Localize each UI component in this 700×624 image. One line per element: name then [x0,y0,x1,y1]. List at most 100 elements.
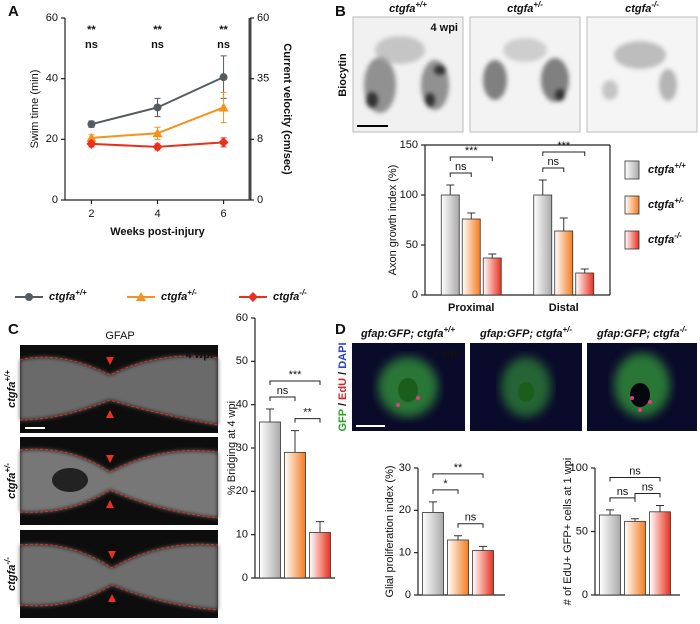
y-tick-label: 40 [236,399,248,411]
legend-symbol [248,292,258,302]
bar [649,511,671,596]
sig-label: ** [454,462,463,474]
x-axis-label: Weeks post-injury [110,226,205,238]
gfap-images [19,345,219,618]
y-tick-label: 60 [236,312,248,324]
bar [575,272,595,296]
y-tick-label: 0 [582,589,588,601]
y-tick-label: 100 [570,462,588,474]
y-tick-label: 50 [576,525,588,537]
marker [87,120,96,129]
marker [153,103,162,112]
biocytin-images [352,16,698,133]
annotation: ** [219,24,228,36]
sig-label: *** [289,369,303,381]
row-label: ctgfa+/- [3,463,18,499]
y2-tick-label: 60 [257,12,269,24]
marker [219,73,228,82]
bar [461,218,481,296]
bar [284,451,306,579]
image-label: ctgfa+/+ [389,0,427,15]
y-tick-label: 40 [46,73,58,85]
y-tick-label: 150 [400,139,418,151]
panel-letter: D [335,321,346,338]
sig-label: ns [617,486,629,498]
error-bar [479,545,487,551]
error-bar [559,217,568,231]
legend-marker [25,293,33,301]
sig-bracket [294,418,321,423]
image-title: gfap:GFP; ctgfa+/- [479,325,572,340]
legend-marker [248,292,258,302]
legend-symbol [136,292,146,301]
stain-label: Biocytin [337,53,349,97]
marker [218,137,229,148]
annotation: ns [217,39,230,51]
annotation: ** [153,24,162,36]
channel: / [337,369,349,378]
error-bar [656,504,664,512]
sig-label: ns [629,465,641,477]
legend-label: ctgfa-/- [648,231,682,246]
legend-label: ctgfa+/+ [49,288,87,303]
channel: GFP [337,409,349,431]
sig-bracket [449,172,472,177]
y-tick-label: 10 [399,547,411,559]
x-tick-label: 4 [154,208,160,220]
sig-label: ns [277,385,289,397]
error-bar [291,430,299,453]
error-bar [446,184,455,195]
error-bar [429,501,437,513]
y2-tick-label: 8 [257,133,263,145]
y-tick-label: 60 [46,12,58,24]
sig-label: ns [547,156,559,168]
error-bar [606,509,614,515]
error-bar [316,521,324,533]
y2-axis-label: Current velocity (cm/sec) [281,43,293,175]
image [586,16,698,133]
bar [554,230,574,296]
x-tick-label: Proximal [448,302,494,314]
error-bar [488,253,497,258]
annotation: ns [151,39,164,51]
y-axis-label: # of EdU+ GFP+ cells at 1 wpi [562,458,574,605]
channel: DAPI [337,342,349,368]
sig-bracket [269,396,296,401]
timepoint: 4 wpi [185,349,213,361]
panel-letter: B [335,3,346,20]
bar [309,532,331,579]
stain-label: GFAP [105,330,134,342]
y-tick-label: 0 [412,289,418,301]
y-tick-label: 10 [236,529,248,541]
error-bar [467,212,476,219]
channel: EdU [337,378,349,400]
error-bar [631,518,639,522]
legend-marker [136,292,146,301]
y-tick-label: 30 [399,462,411,474]
y-tick-label: 0 [242,572,248,584]
y-tick-label: 20 [46,133,58,145]
error-bar [266,408,274,422]
sig-bracket [432,473,484,478]
y-tick-label: 0 [405,589,411,601]
bar [472,550,494,596]
marker [152,128,163,138]
x-tick-label: Distal [549,302,579,314]
sig-bracket [634,492,661,498]
legend-symbol [25,293,33,301]
sig-bracket [269,380,321,385]
panel-letter: A [8,3,19,20]
marker [152,141,163,152]
x-tick-label: 6 [221,208,227,220]
y-tick-label: 50 [406,239,418,251]
bar [440,194,460,296]
timepoint: 1 wpi [432,348,460,360]
y2-tick-label: 35 [257,73,269,85]
sig-bracket [449,156,493,161]
bar [533,194,553,296]
sig-bracket [609,497,636,502]
annotation: ns [85,39,98,51]
image-label: ctgfa-/- [625,0,659,15]
sig-label: ns [465,512,477,524]
y-axis-label: % Bridging at 4 wpi [226,401,238,495]
